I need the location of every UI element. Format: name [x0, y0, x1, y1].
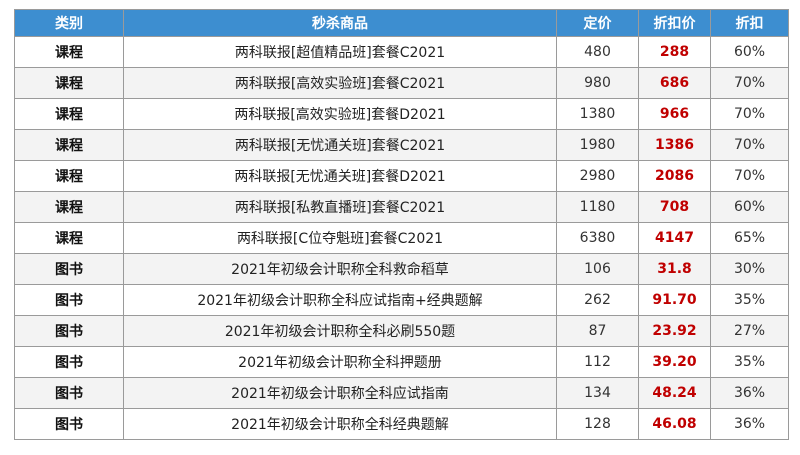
cell-product: 2021年初级会计职称全科必刷550题 — [123, 315, 557, 347]
cell-discount: 65% — [710, 222, 789, 254]
cell-category: 课程 — [14, 129, 124, 161]
cell-discount: 35% — [710, 346, 789, 378]
cell-product: 2021年初级会计职称全科应试指南+经典题解 — [123, 284, 557, 316]
table-row: 课程 两科联报[无忧通关班]套餐C2021 1980 1386 70% — [14, 129, 789, 161]
header-discount-price: 折扣价 — [638, 9, 711, 37]
cell-discount-price: 23.92 — [638, 315, 711, 347]
flash-sale-table: 类别 秒杀商品 定价 折扣价 折扣 课程 两科联报[超值精品班]套餐C2021 48… — [14, 9, 789, 440]
table-row: 课程 两科联报[高效实验班]套餐D2021 1380 966 70% — [14, 98, 789, 130]
cell-category: 图书 — [14, 253, 124, 285]
header-category: 类别 — [14, 9, 124, 37]
cell-price: 128 — [556, 408, 639, 440]
cell-discount: 35% — [710, 284, 789, 316]
cell-discount-price: 686 — [638, 67, 711, 99]
cell-category: 图书 — [14, 284, 124, 316]
cell-product: 两科联报[高效实验班]套餐D2021 — [123, 98, 557, 130]
table-row: 课程 两科联报[高效实验班]套餐C2021 980 686 70% — [14, 67, 789, 99]
header-row: 类别 秒杀商品 定价 折扣价 折扣 — [14, 9, 789, 37]
cell-discount: 70% — [710, 98, 789, 130]
cell-discount: 60% — [710, 191, 789, 223]
cell-price: 480 — [556, 36, 639, 68]
cell-price: 106 — [556, 253, 639, 285]
cell-discount-price: 966 — [638, 98, 711, 130]
cell-price: 2980 — [556, 160, 639, 192]
cell-category: 图书 — [14, 408, 124, 440]
header-product: 秒杀商品 — [123, 9, 557, 37]
cell-category: 课程 — [14, 98, 124, 130]
table-row: 图书 2021年初级会计职称全科救命稻草 106 31.8 30% — [14, 253, 789, 285]
cell-product: 两科联报[无忧通关班]套餐C2021 — [123, 129, 557, 161]
table-row: 课程 两科联报[C位夺魁班]套餐C2021 6380 4147 65% — [14, 222, 789, 254]
cell-product: 两科联报[超值精品班]套餐C2021 — [123, 36, 557, 68]
cell-category: 图书 — [14, 315, 124, 347]
cell-discount-price: 48.24 — [638, 377, 711, 409]
cell-discount-price: 46.08 — [638, 408, 711, 440]
cell-category: 图书 — [14, 377, 124, 409]
cell-category: 课程 — [14, 67, 124, 99]
cell-product: 2021年初级会计职称全科经典题解 — [123, 408, 557, 440]
cell-discount: 70% — [710, 129, 789, 161]
table-row: 图书 2021年初级会计职称全科必刷550题 87 23.92 27% — [14, 315, 789, 347]
cell-product: 两科联报[C位夺魁班]套餐C2021 — [123, 222, 557, 254]
cell-discount-price: 708 — [638, 191, 711, 223]
cell-product: 两科联报[无忧通关班]套餐D2021 — [123, 160, 557, 192]
cell-discount-price: 39.20 — [638, 346, 711, 378]
cell-price: 1980 — [556, 129, 639, 161]
cell-product: 2021年初级会计职称全科应试指南 — [123, 377, 557, 409]
cell-discount-price: 1386 — [638, 129, 711, 161]
cell-price: 112 — [556, 346, 639, 378]
table-row: 图书 2021年初级会计职称全科应试指南+经典题解 262 91.70 35% — [14, 284, 789, 316]
cell-discount: 36% — [710, 408, 789, 440]
cell-price: 1380 — [556, 98, 639, 130]
table-row: 图书 2021年初级会计职称全科押题册 112 39.20 35% — [14, 346, 789, 378]
table-row: 图书 2021年初级会计职称全科应试指南 134 48.24 36% — [14, 377, 789, 409]
cell-category: 课程 — [14, 191, 124, 223]
cell-category: 课程 — [14, 222, 124, 254]
table-row: 课程 两科联报[无忧通关班]套餐D2021 2980 2086 70% — [14, 160, 789, 192]
cell-product: 2021年初级会计职称全科救命稻草 — [123, 253, 557, 285]
cell-category: 课程 — [14, 160, 124, 192]
table-body: 课程 两科联报[超值精品班]套餐C2021 480 288 60% 课程 两科联报[高效实验… — [14, 36, 789, 440]
table-header: 类别 秒杀商品 定价 折扣价 折扣 — [14, 9, 789, 37]
cell-discount-price: 4147 — [638, 222, 711, 254]
cell-discount-price: 31.8 — [638, 253, 711, 285]
cell-product: 2021年初级会计职称全科押题册 — [123, 346, 557, 378]
cell-discount-price: 2086 — [638, 160, 711, 192]
cell-discount-price: 91.70 — [638, 284, 711, 316]
cell-price: 87 — [556, 315, 639, 347]
header-discount: 折扣 — [710, 9, 789, 37]
cell-price: 6380 — [556, 222, 639, 254]
cell-discount: 36% — [710, 377, 789, 409]
cell-discount: 60% — [710, 36, 789, 68]
cell-product: 两科联报[私教直播班]套餐C2021 — [123, 191, 557, 223]
header-price: 定价 — [556, 9, 639, 37]
cell-category: 课程 — [14, 36, 124, 68]
table-row: 课程 两科联报[私教直播班]套餐C2021 1180 708 60% — [14, 191, 789, 223]
cell-product: 两科联报[高效实验班]套餐C2021 — [123, 67, 557, 99]
cell-discount-price: 288 — [638, 36, 711, 68]
table-row: 课程 两科联报[超值精品班]套餐C2021 480 288 60% — [14, 36, 789, 68]
cell-price: 980 — [556, 67, 639, 99]
table-row: 图书 2021年初级会计职称全科经典题解 128 46.08 36% — [14, 408, 789, 440]
cell-price: 262 — [556, 284, 639, 316]
cell-discount: 70% — [710, 160, 789, 192]
cell-discount: 70% — [710, 67, 789, 99]
cell-discount: 27% — [710, 315, 789, 347]
cell-price: 1180 — [556, 191, 639, 223]
cell-category: 图书 — [14, 346, 124, 378]
cell-discount: 30% — [710, 253, 789, 285]
cell-price: 134 — [556, 377, 639, 409]
